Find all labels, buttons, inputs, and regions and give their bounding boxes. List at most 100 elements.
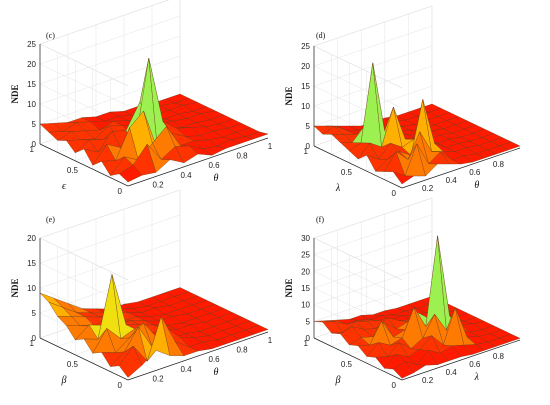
surface-face <box>499 141 521 151</box>
z-tick-label: 5 <box>306 317 311 326</box>
z-tick-label: 0 <box>306 142 311 151</box>
z-tick-label: 30 <box>301 234 310 243</box>
y-tick-label: 0.5 <box>341 168 353 177</box>
x-axis-label: θ <box>214 367 219 378</box>
z-grid-line <box>39 214 181 264</box>
z-tick-label: 15 <box>301 82 310 91</box>
y-tick-label: 1 <box>30 145 35 154</box>
x-tick-label: 0.2 <box>422 376 434 385</box>
z-grid-line <box>39 189 181 239</box>
z-grid-line <box>313 264 433 305</box>
z-tick-label: 0 <box>32 140 37 149</box>
x-tick-label: 0.4 <box>446 176 458 185</box>
z-tick-label: 5 <box>306 122 311 131</box>
y-tick-label: 0 <box>118 187 123 196</box>
z-tick-label: 25 <box>301 42 310 51</box>
x-tick-label: 0.8 <box>236 346 248 355</box>
surface-face <box>245 325 269 335</box>
z-tick-label: 0 <box>32 334 37 343</box>
z-tick-label: 25 <box>301 251 310 260</box>
z-grid-line <box>313 271 403 314</box>
z-axis-label: NDE <box>284 278 294 297</box>
z-tick-label: 20 <box>301 267 310 276</box>
y-axis-line <box>313 337 403 381</box>
z-grid-line <box>313 25 433 67</box>
y-axis-label: β <box>335 375 341 386</box>
y-axis-line <box>313 145 403 189</box>
z-tick-label: 20 <box>27 234 36 243</box>
y-tick-label: 0.5 <box>67 360 79 369</box>
x-axis-label: θ <box>214 173 219 184</box>
x-tick-label: 0.6 <box>208 355 220 364</box>
y-axis-line <box>39 337 129 381</box>
x-axis-line <box>401 339 521 381</box>
z-tick-label: 10 <box>27 100 36 109</box>
z-grid-line <box>39 43 129 87</box>
x-axis-label: λ <box>474 372 480 383</box>
z-grid-line <box>39 15 181 65</box>
x-tick-label: 0.2 <box>422 184 434 193</box>
x-tick-label: 0.2 <box>152 180 164 189</box>
z-grid-line <box>313 214 433 255</box>
x-axis-line <box>127 137 269 187</box>
x-tick-label: 0.6 <box>208 161 220 170</box>
z-grid-line <box>39 63 129 107</box>
x-tick-label: 0.4 <box>180 365 192 374</box>
surface-mesh <box>313 62 521 185</box>
z-axis-label: NDE <box>10 84 20 103</box>
y-axis-line <box>39 143 129 187</box>
y-tick-label: 0.5 <box>67 166 79 175</box>
x-axis-line <box>401 147 521 189</box>
y-axis-label: β <box>61 375 67 386</box>
panel-label: (c) <box>46 31 55 40</box>
x-tick-label: 1 <box>268 142 273 151</box>
box-edge <box>39 0 170 45</box>
z-grid-line <box>39 75 181 125</box>
z-tick-label: 20 <box>301 62 310 71</box>
x-tick-label: 0.4 <box>446 368 458 377</box>
y-tick-label: 0 <box>392 381 397 390</box>
z-grid-line <box>313 281 433 322</box>
z-grid-line <box>313 65 403 109</box>
panel-label: (f) <box>316 215 324 224</box>
z-grid-line <box>39 239 181 289</box>
y-tick-label: 1 <box>30 339 35 348</box>
z-axis-label: NDE <box>10 278 20 297</box>
surface-mesh <box>313 235 521 379</box>
y-tick-label: 1 <box>304 339 309 348</box>
z-axis-label: NDE <box>284 86 294 105</box>
z-tick-label: 15 <box>27 259 36 268</box>
surface-mesh <box>39 57 269 183</box>
z-grid-line <box>313 231 433 272</box>
z-grid-line <box>39 55 181 105</box>
z-tick-label: 10 <box>27 284 36 293</box>
x-tick-label: 0.8 <box>236 152 248 161</box>
y-tick-label: 0 <box>392 189 397 198</box>
z-tick-label: 20 <box>27 60 36 69</box>
z-tick-label: 10 <box>301 102 310 111</box>
panel-label: (e) <box>46 215 55 224</box>
z-tick-label: 25 <box>27 40 36 49</box>
y-tick-label: 0 <box>118 381 123 390</box>
z-grid-line <box>313 45 403 89</box>
y-axis-label: ϵ <box>62 181 67 192</box>
x-tick-label: 1 <box>268 336 273 345</box>
z-grid-line <box>313 197 433 239</box>
z-grid-line <box>313 5 433 47</box>
x-tick-label: 0.4 <box>180 171 192 180</box>
panel-label: (d) <box>316 31 326 40</box>
x-tick-label: 0.8 <box>493 352 505 361</box>
x-tick-label: 0.6 <box>469 360 481 369</box>
x-axis-line <box>127 331 269 381</box>
x-tick-label: 0.2 <box>152 374 164 383</box>
z-grid-line <box>39 237 129 281</box>
z-grid-line <box>39 35 181 85</box>
surface-face <box>245 131 269 139</box>
